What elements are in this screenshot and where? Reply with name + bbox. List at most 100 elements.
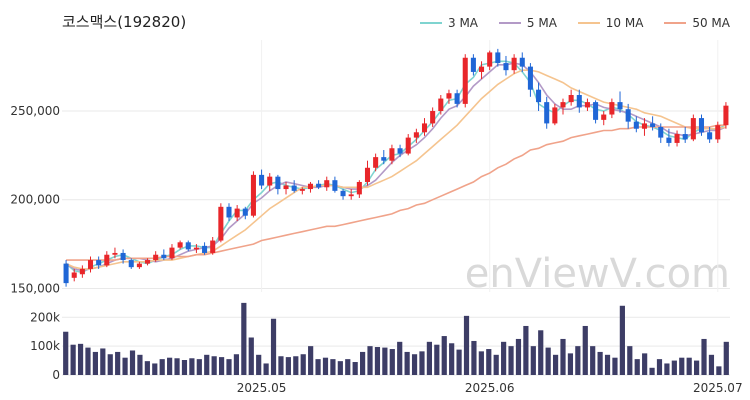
volume-bar [374, 347, 381, 375]
price-axis: 150,000 200,000 250,000 [10, 104, 60, 295]
volume-bar [671, 360, 677, 375]
candle-body [210, 240, 216, 253]
candle-body [348, 194, 354, 197]
candle-body [250, 174, 256, 216]
candle-body [145, 260, 151, 264]
candle-body [723, 105, 729, 126]
candle-body [324, 180, 330, 188]
volume-bar [515, 338, 522, 375]
volume-bar [330, 359, 336, 375]
volume-bar [679, 357, 685, 375]
candle [299, 187, 305, 195]
candle [104, 251, 110, 268]
candle [438, 95, 444, 115]
candle [307, 181, 313, 193]
candle-body [682, 134, 688, 140]
volume-bar [189, 358, 195, 375]
candle-body [63, 263, 69, 284]
volume-bar [552, 354, 559, 375]
candle-body [430, 110, 436, 124]
candle [381, 150, 387, 165]
legend-label-3ma: 3 MA [448, 16, 479, 30]
candle-body [625, 109, 631, 122]
candle [356, 180, 362, 198]
volume-bar [456, 349, 462, 375]
volume-bar [530, 346, 536, 375]
candle [601, 110, 607, 126]
candle-body [568, 95, 574, 103]
volume-bar [642, 353, 648, 375]
candle-body [470, 57, 476, 72]
price-tick-label: 150,000 [10, 281, 60, 295]
candle-body [609, 102, 615, 115]
volume-bar [144, 361, 150, 375]
legend-item-50ma[interactable]: 50 MA [664, 16, 730, 30]
legend-label-50ma: 50 MA [692, 16, 730, 30]
candle [495, 48, 501, 67]
candle-body [617, 102, 623, 110]
candle [650, 116, 656, 131]
candle [487, 50, 493, 71]
volume-bars [63, 302, 729, 375]
candle [291, 180, 297, 193]
candle-body [291, 185, 297, 191]
candle-body [421, 123, 428, 133]
volume-bar [411, 354, 418, 375]
candle-body [536, 89, 542, 103]
volume-bar [196, 359, 202, 375]
volume-bar [308, 346, 314, 375]
volume-bar [85, 347, 91, 375]
candle [348, 189, 354, 200]
candle [120, 249, 126, 264]
candle [169, 244, 175, 261]
candle [576, 89, 582, 113]
candle [177, 240, 183, 250]
volume-bar [256, 354, 262, 375]
candle [226, 203, 232, 222]
volume-bar [493, 354, 499, 375]
candle [389, 144, 395, 165]
candle [153, 251, 159, 262]
watermark-text: enViewV.com [465, 251, 730, 297]
candle-body [283, 185, 289, 190]
candle-body [641, 123, 647, 129]
volume-bar [582, 325, 588, 375]
volume-bar [204, 354, 210, 375]
candle-body [373, 157, 379, 168]
legend-item-10ma[interactable]: 10 MA [577, 16, 643, 30]
candle-body [112, 252, 118, 255]
volume-bar [352, 362, 358, 375]
legend-item-5ma[interactable]: 5 MA [498, 16, 557, 30]
volume-bar [115, 351, 121, 375]
candle-body [104, 254, 110, 266]
candle-body [674, 134, 680, 143]
candle-body [218, 206, 224, 241]
candle [405, 134, 411, 156]
candle-body [226, 206, 232, 218]
candle-body [259, 174, 265, 186]
candle [324, 176, 330, 191]
candle-body [136, 263, 142, 268]
volume-bar [367, 346, 373, 375]
volume-bar [270, 318, 277, 375]
legend-item-3ma[interactable]: 3 MA [420, 16, 478, 30]
volume-bar [590, 346, 596, 375]
volume-tick-label: 0 [52, 368, 60, 382]
candle [609, 98, 615, 119]
candle-body [356, 181, 362, 195]
candle [340, 189, 346, 200]
candle [593, 100, 599, 124]
candle [210, 236, 216, 255]
volume-bar [322, 357, 329, 375]
volume-bar [612, 357, 618, 375]
candle-body [96, 260, 102, 266]
volume-bar [575, 346, 581, 375]
candle [658, 123, 664, 143]
volume-bar [337, 361, 343, 375]
candle-body [650, 123, 656, 127]
volume-bar [449, 343, 455, 375]
candle [511, 54, 517, 74]
candle-body [462, 57, 468, 104]
volume-bar [63, 331, 69, 375]
